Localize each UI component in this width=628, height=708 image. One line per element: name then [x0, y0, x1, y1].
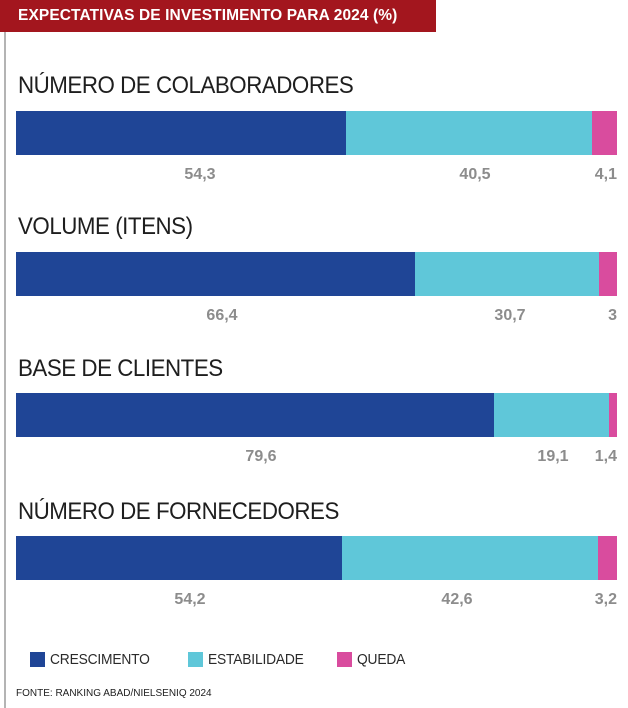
bar-segment-estabilidade	[341, 536, 598, 580]
stacked-bar	[16, 393, 617, 437]
value-label: 4,1	[594, 166, 617, 183]
legend-label: QUEDA	[357, 651, 406, 668]
source-note: FONTE: RANKING ABAD/NIELSENIQ 2024	[16, 688, 212, 699]
stacked-bar	[16, 252, 617, 296]
bar-segment-estabilidade	[345, 111, 593, 155]
bar-segment-crescimento	[16, 536, 342, 580]
category-title: NÚMERO DE FORNECEDORES	[18, 498, 339, 525]
legend-item-crescimento: CRESCIMENTO	[30, 651, 158, 668]
value-label: 54,2	[174, 591, 206, 608]
value-label: 40,5	[459, 166, 491, 183]
stacked-bar	[16, 536, 617, 580]
value-label: 66,4	[206, 307, 238, 324]
category-title: VOLUME (ITENS)	[18, 213, 193, 240]
bar-segment-queda	[592, 111, 617, 155]
legend-item-queda: QUEDA	[337, 651, 409, 668]
value-label: 54,3	[184, 166, 216, 183]
value-label: 3,2	[594, 591, 617, 608]
value-label: 42,6	[441, 591, 473, 608]
legend-label: CRESCIMENTO	[50, 651, 150, 668]
value-label: 19,1	[537, 448, 569, 465]
category-title: BASE DE CLIENTES	[18, 355, 223, 382]
bar-segment-crescimento	[16, 252, 415, 296]
value-label: 30,7	[494, 307, 526, 324]
bar-segment-estabilidade	[414, 252, 599, 296]
value-label: 3	[608, 307, 617, 324]
bar-segment-queda	[597, 536, 617, 580]
legend-label: ESTABILIDADE	[208, 651, 304, 668]
left-rule	[4, 32, 6, 708]
bar-segment-estabilidade	[493, 393, 609, 437]
legend-swatch	[337, 652, 352, 667]
bar-segment-queda	[608, 393, 617, 437]
legend-item-estabilidade: ESTABILIDADE	[188, 651, 312, 668]
value-label: 79,6	[245, 448, 277, 465]
chart-header: EXPECTATIVAS DE INVESTIMENTO PARA 2024 (…	[0, 0, 436, 32]
category-title: NÚMERO DE COLABORADORES	[18, 72, 354, 99]
bar-segment-crescimento	[16, 393, 494, 437]
bar-segment-queda	[598, 252, 617, 296]
legend-swatch	[188, 652, 203, 667]
stacked-bar	[16, 111, 617, 155]
value-label: 1,4	[594, 448, 617, 465]
legend-swatch	[30, 652, 45, 667]
bar-segment-crescimento	[16, 111, 346, 155]
